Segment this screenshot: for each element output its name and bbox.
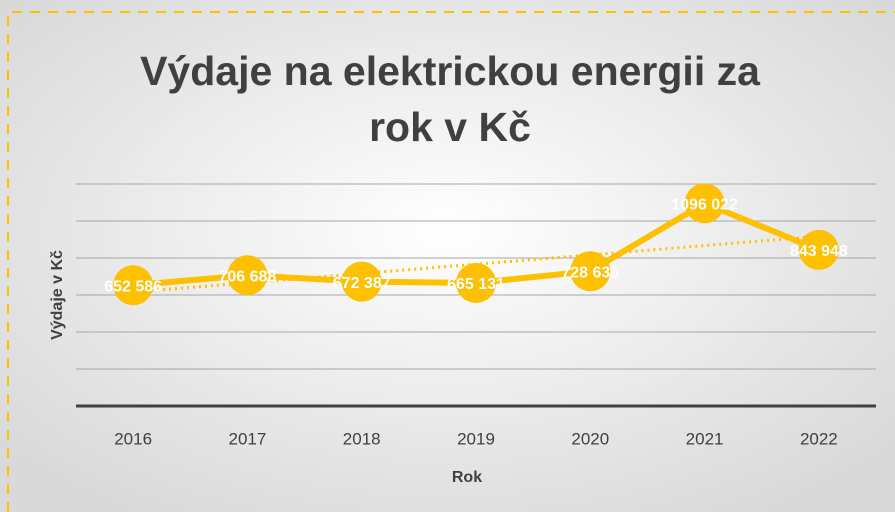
point-marker xyxy=(684,183,725,224)
chart-title: Výdaje na elektrickou energii za rok v Kč xyxy=(140,48,761,150)
x-axis-label: Rok xyxy=(452,469,482,486)
point-marker xyxy=(227,255,268,296)
point-marker xyxy=(113,265,154,306)
x-tick-label: 2017 xyxy=(229,429,267,448)
x-tick-label: 2018 xyxy=(343,429,381,448)
y-axis-label: Výdaje v Kč xyxy=(49,250,66,340)
x-tick-label: 2019 xyxy=(457,429,495,448)
data-label: 672 387 xyxy=(333,275,391,292)
x-tick-label: 2022 xyxy=(800,429,838,448)
data-label: 728 636 xyxy=(561,264,619,281)
x-tick-label: 2020 xyxy=(571,429,609,448)
point-marker xyxy=(341,261,382,302)
data-label: 706 688 xyxy=(219,268,277,285)
data-label: 1096 022 xyxy=(671,196,738,213)
x-tick-label: 2016 xyxy=(114,429,152,448)
data-label: 652 586 xyxy=(104,278,162,295)
point-marker xyxy=(798,229,839,270)
data-label: 843 948 xyxy=(790,243,848,260)
point-marker xyxy=(456,262,496,303)
x-tick-label: 2021 xyxy=(686,429,724,448)
frame-border xyxy=(7,11,895,512)
point-marker xyxy=(570,251,611,292)
data-label: 665 131 xyxy=(447,276,505,293)
